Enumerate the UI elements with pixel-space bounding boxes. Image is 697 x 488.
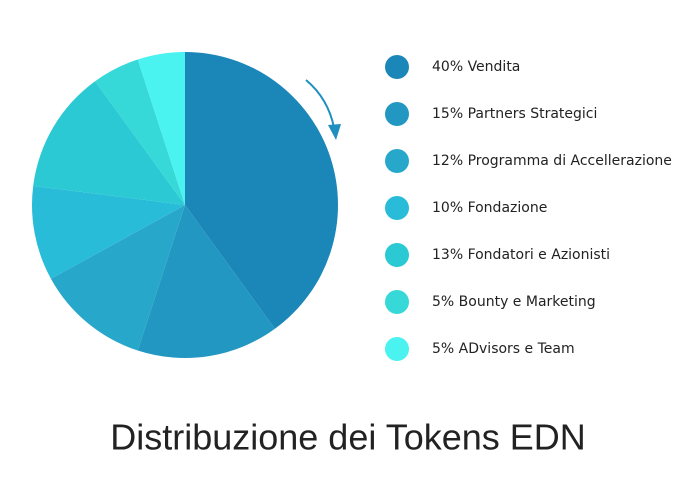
- legend-swatch: [385, 102, 409, 126]
- pie-slice: [33, 81, 185, 205]
- legend-swatch: [385, 337, 409, 361]
- direction-arrow-head: [328, 124, 341, 140]
- legend-swatch: [385, 55, 409, 79]
- legend-swatch: [385, 196, 409, 220]
- legend-swatch: [385, 290, 409, 314]
- pie-slice: [50, 205, 185, 351]
- legend-label: 10% Fondazione: [432, 200, 547, 216]
- legend-swatch: [385, 243, 409, 267]
- pie-slice: [95, 59, 185, 205]
- legend-label: 40% Vendita: [432, 59, 520, 75]
- legend-swatch: [385, 149, 409, 173]
- legend-label: 5% ADvisors e Team: [432, 341, 575, 357]
- legend-label: 13% Fondatori e Azionisti: [432, 247, 610, 263]
- pie-slice: [137, 52, 185, 205]
- pie-slice: [32, 185, 185, 279]
- legend-label: 12% Programma di Accellerazione: [432, 153, 672, 169]
- pie-slice: [137, 205, 275, 358]
- legend-label: 15% Partners Strategici: [432, 106, 597, 122]
- pie-slice: [185, 52, 338, 329]
- chart-title: Distribuzione dei Tokens EDN: [110, 417, 586, 458]
- legend-label: 5% Bounty e Marketing: [432, 294, 596, 310]
